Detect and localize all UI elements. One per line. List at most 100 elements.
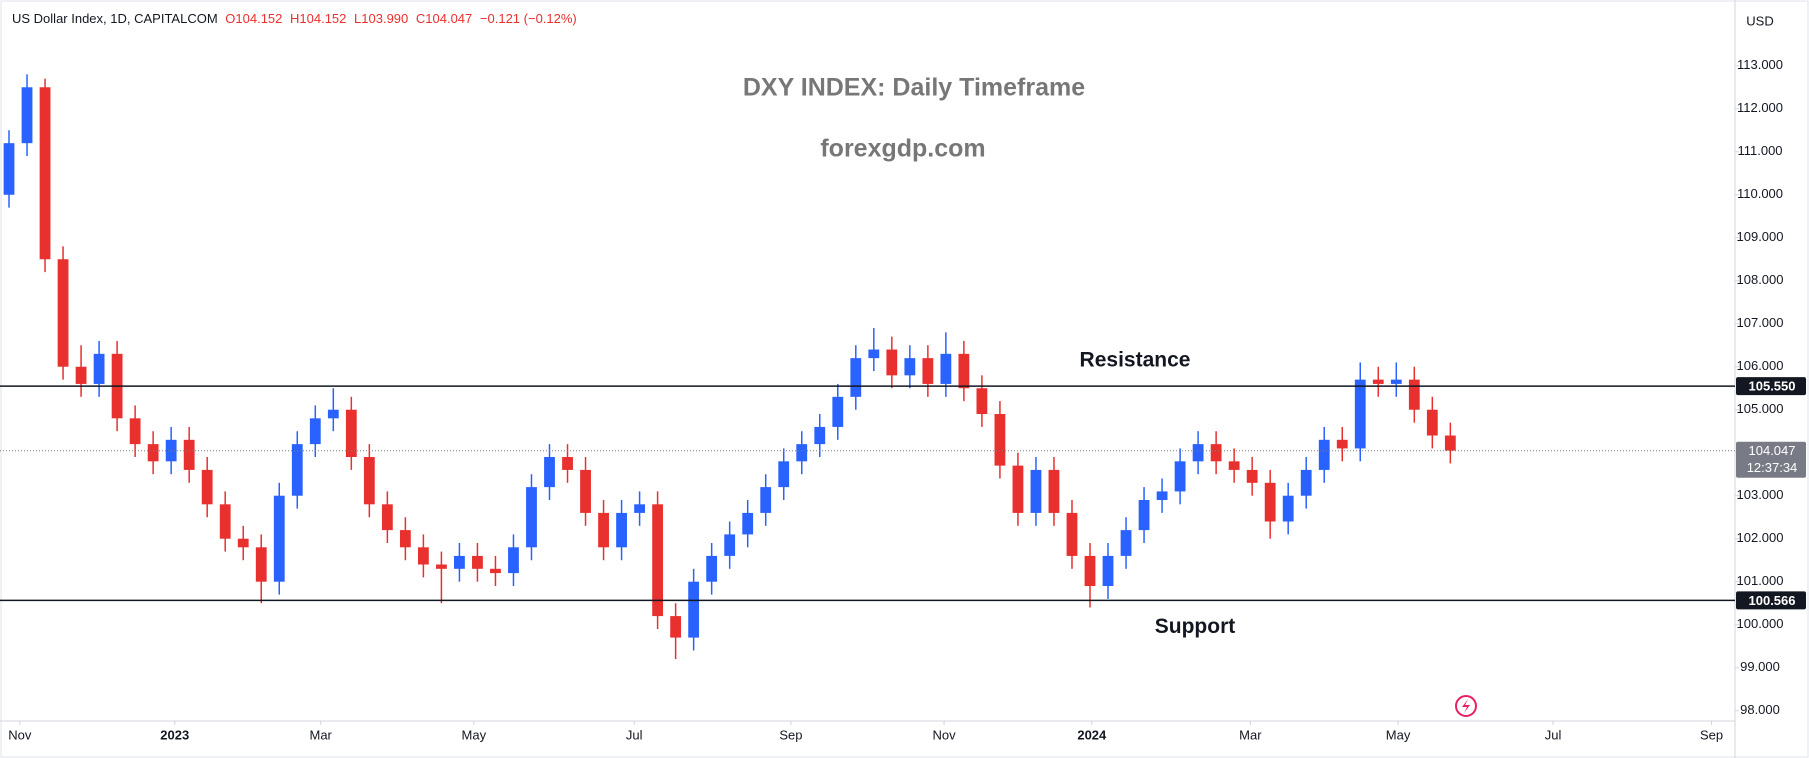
candle-body — [598, 512, 609, 548]
candle-body — [1228, 461, 1240, 470]
candle-body — [345, 409, 357, 458]
x-tick-label: Jul — [626, 727, 643, 742]
candle-body — [273, 495, 285, 582]
candle-body — [1192, 444, 1204, 462]
y-tick-label: 109.000 — [1737, 229, 1784, 244]
y-tick-label: 103.000 — [1737, 487, 1784, 502]
candle-body — [399, 530, 411, 548]
y-tick-label: 108.000 — [1737, 272, 1784, 287]
x-tick-label: Nov — [933, 727, 957, 742]
chart-subtitle: forexgdp.com — [820, 135, 985, 163]
candle-body — [670, 616, 682, 638]
candle-body — [201, 469, 213, 505]
candle-body — [616, 512, 627, 548]
candle-body — [1102, 555, 1114, 587]
candle-body — [1336, 439, 1348, 449]
candle-body — [832, 396, 844, 427]
candle-body — [21, 87, 33, 144]
candle-body — [508, 547, 519, 574]
candle-body — [1372, 379, 1384, 384]
x-tick-label: Nov — [8, 727, 32, 742]
info-line: US Dollar Index, 1D, CAPITALCOM O104.152… — [12, 11, 577, 26]
candle-body — [57, 259, 69, 367]
alert-bolt — [1462, 699, 1470, 713]
x-tick-label: Jul — [1545, 727, 1562, 742]
candle-body — [1156, 491, 1168, 501]
candle-body — [742, 512, 754, 535]
candle-body — [381, 504, 393, 531]
candle-body — [1174, 461, 1186, 492]
candle-body — [958, 353, 970, 389]
candle-body — [454, 555, 465, 569]
candle-body — [39, 87, 51, 260]
candle-body — [1300, 469, 1312, 496]
candle-body — [778, 461, 790, 488]
y-tick-label: 102.000 — [1737, 530, 1784, 545]
y-tick-label: 112.000 — [1737, 100, 1783, 115]
candle-body — [1066, 512, 1078, 556]
candle-body — [940, 353, 952, 384]
candle-body — [580, 469, 591, 513]
candle-body — [1084, 555, 1096, 587]
candle-body — [1210, 444, 1222, 462]
x-tick-label: May — [1386, 727, 1411, 742]
candle-body — [760, 487, 772, 513]
candle-body — [436, 564, 447, 569]
info-change: −0.121 (−0.12%) — [480, 11, 577, 26]
candle-body — [363, 457, 375, 505]
last-price-label: 104.047 — [1749, 443, 1796, 458]
candle-body — [1048, 469, 1060, 513]
candle-body — [1138, 500, 1150, 531]
candle-body — [490, 568, 501, 574]
candle-body — [688, 581, 700, 638]
x-tick-label: Sep — [1700, 727, 1723, 742]
candle-body — [1426, 409, 1438, 436]
candle-body — [796, 444, 808, 462]
candle-body — [1264, 482, 1276, 522]
candle-body — [814, 426, 826, 445]
candle-body — [1318, 439, 1330, 470]
candle-body — [3, 143, 15, 195]
candle-body — [1390, 379, 1402, 384]
symbol: US Dollar Index, 1D, CAPITALCOM — [12, 11, 218, 26]
alert-icon[interactable] — [1455, 695, 1477, 717]
candle-body — [922, 358, 934, 384]
candle-body — [850, 358, 862, 397]
info-low: L103.990 — [354, 11, 408, 26]
x-tick-label: Mar — [310, 727, 333, 742]
candle-body — [868, 349, 880, 359]
candle-body — [327, 409, 339, 419]
candle-body — [562, 457, 573, 470]
candle-body — [219, 504, 231, 539]
y-tick-label: 110.000 — [1737, 186, 1783, 201]
level-label: 105.550 — [1749, 379, 1796, 394]
countdown: 12:37:34 — [1747, 460, 1798, 475]
candle-body — [886, 349, 898, 376]
y-tick-label: 101.000 — [1737, 573, 1784, 588]
candle-body — [1012, 465, 1024, 513]
level-label-box — [1736, 591, 1806, 610]
candle-body — [1282, 495, 1294, 522]
x-tick-label: 2024 — [1077, 727, 1107, 742]
candle-body — [75, 366, 87, 384]
candle-body — [1408, 379, 1420, 410]
last-price-box — [1736, 441, 1806, 478]
y-tick-label: 111.000 — [1737, 143, 1782, 158]
candle-body — [291, 444, 303, 496]
level-label: 100.566 — [1749, 593, 1796, 608]
candle-body — [994, 414, 1006, 466]
info-high: H104.152 — [290, 11, 346, 26]
candle-body — [544, 457, 555, 488]
candle-body — [255, 547, 267, 582]
currency: USD — [1746, 13, 1773, 28]
candle-body — [93, 353, 105, 384]
y-tick-label: 100.000 — [1737, 616, 1784, 631]
candle-body — [976, 388, 988, 415]
info-open: O104.152 — [225, 11, 282, 26]
candle-body — [147, 444, 159, 462]
y-tick-label: 106.000 — [1737, 358, 1784, 373]
candle-body — [652, 504, 664, 617]
candle-body — [183, 439, 195, 470]
